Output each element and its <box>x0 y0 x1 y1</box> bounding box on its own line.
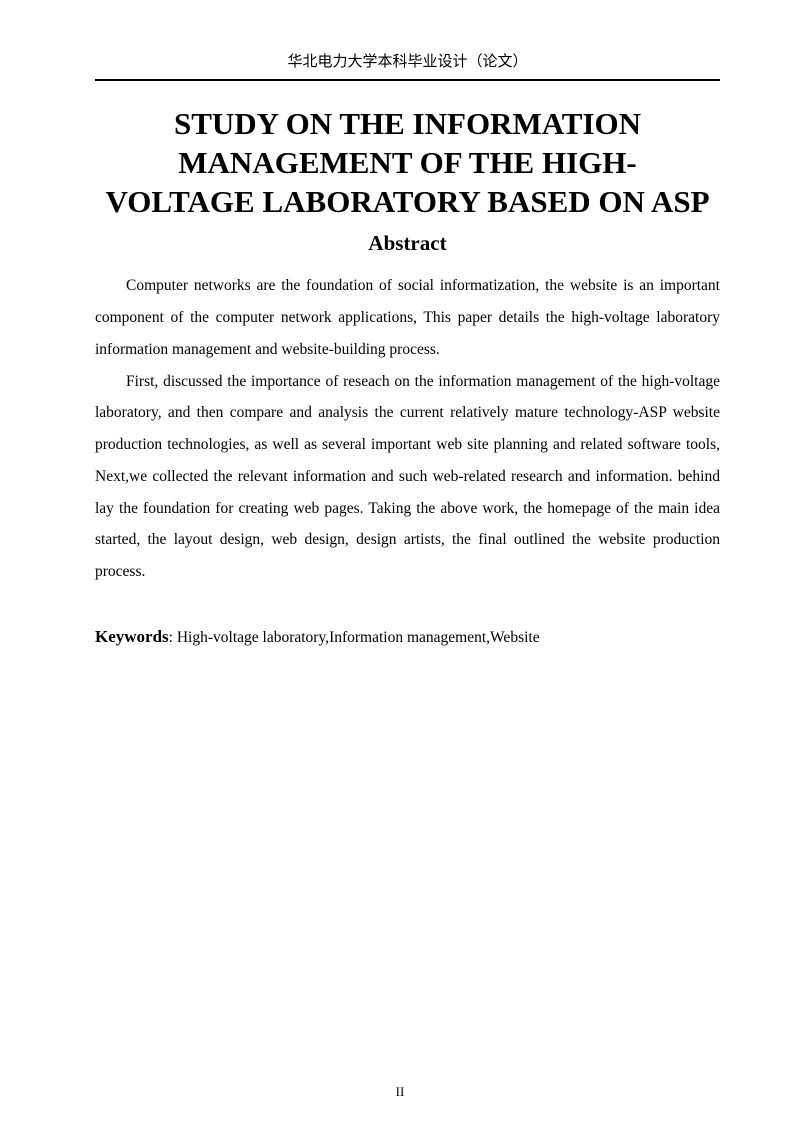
abstract-heading: Abstract <box>95 231 720 256</box>
keywords-text: : High-voltage laboratory,Information ma… <box>169 629 540 646</box>
keywords-line: Keywords: High-voltage laboratory,Inform… <box>95 620 720 654</box>
abstract-paragraph-1: Computer networks are the foundation of … <box>95 270 720 365</box>
paper-title: STUDY ON THE INFORMATION MANAGEMENT OF T… <box>95 105 720 221</box>
keywords-label: Keywords <box>95 627 169 646</box>
header-divider <box>95 79 720 81</box>
page-number: II <box>0 1084 800 1100</box>
page-header: 华北电力大学本科毕业设计（论文） <box>95 50 720 71</box>
abstract-paragraph-2: First, discussed the importance of resea… <box>95 366 720 588</box>
